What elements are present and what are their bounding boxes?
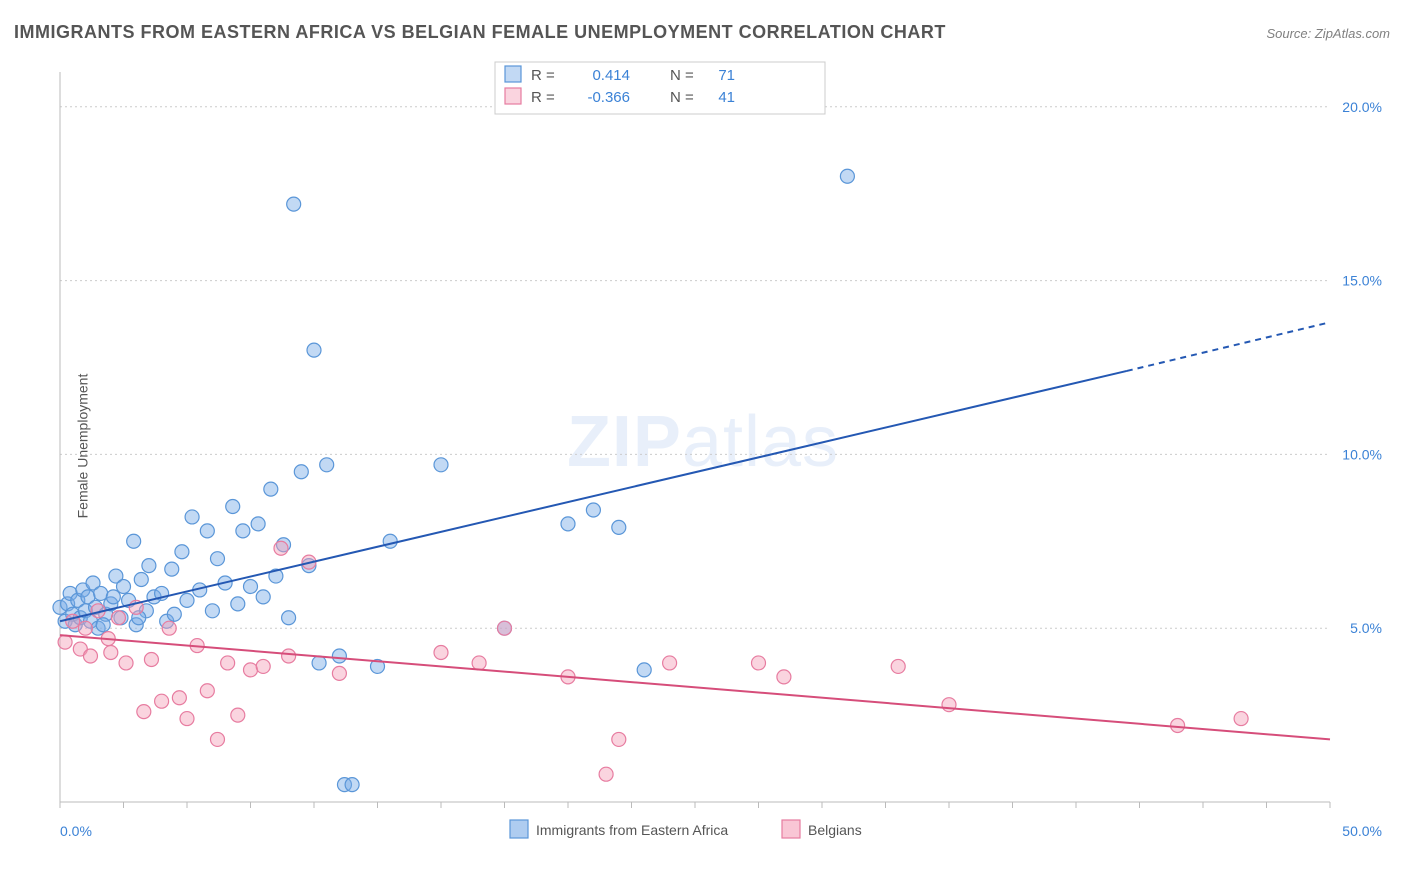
data-point — [1234, 712, 1248, 726]
y-tick-label: 20.0% — [1342, 99, 1382, 115]
legend-n-value: 41 — [718, 89, 735, 106]
data-point — [282, 611, 296, 625]
y-tick-label: 15.0% — [1342, 273, 1382, 289]
data-point — [226, 500, 240, 514]
data-point — [434, 458, 448, 472]
data-point — [111, 611, 125, 625]
data-point — [244, 663, 258, 677]
data-point — [274, 541, 288, 555]
data-point — [777, 670, 791, 684]
data-point — [94, 586, 108, 600]
y-tick-label: 10.0% — [1342, 446, 1382, 462]
data-point — [332, 649, 346, 663]
data-point — [345, 778, 359, 792]
bottom-legend-label: Belgians — [808, 822, 862, 838]
data-point — [200, 684, 214, 698]
trend-line — [60, 635, 1330, 739]
legend-r-value: 0.414 — [592, 67, 630, 84]
data-point — [320, 458, 334, 472]
legend-n-value: 71 — [718, 67, 735, 84]
data-point — [96, 618, 110, 632]
data-point — [185, 510, 199, 524]
data-point — [256, 590, 270, 604]
legend-swatch — [505, 66, 521, 82]
data-point — [180, 593, 194, 607]
data-point — [106, 590, 120, 604]
data-point — [167, 607, 181, 621]
data-point — [612, 520, 626, 534]
scatter-plot: 5.0% 10.0% 15.0% 20.0% 0.0% 50.0% R = 0.414 N = 7… — [50, 62, 1390, 842]
data-point — [312, 656, 326, 670]
trend-line-extrapolated — [1127, 322, 1330, 371]
data-point — [83, 649, 97, 663]
data-point — [155, 694, 169, 708]
source-attribution: Source: ZipAtlas.com — [1266, 26, 1390, 41]
data-point — [78, 621, 92, 635]
chart-svg: 5.0% 10.0% 15.0% 20.0% 0.0% 50.0% R = 0.414 N = 7… — [50, 62, 1390, 842]
data-point — [840, 169, 854, 183]
y-tick-label: 5.0% — [1350, 620, 1382, 636]
data-point — [434, 646, 448, 660]
bottom-legend-label: Immigrants from Eastern Africa — [536, 822, 728, 838]
x-end-label: 50.0% — [1342, 823, 1382, 839]
x-start-label: 0.0% — [60, 823, 92, 839]
legend-r-label: R = — [531, 67, 555, 84]
data-point — [117, 579, 131, 593]
data-point — [175, 545, 189, 559]
data-point — [137, 705, 151, 719]
data-point — [663, 656, 677, 670]
data-point — [612, 732, 626, 746]
data-point — [162, 621, 176, 635]
chart-title: IMMIGRANTS FROM EASTERN AFRICA VS BELGIA… — [14, 22, 946, 43]
data-point — [637, 663, 651, 677]
legend-n-label: N = — [670, 89, 694, 106]
trend-line — [60, 371, 1127, 621]
data-point — [891, 659, 905, 673]
legend-swatch — [505, 88, 521, 104]
data-point — [599, 767, 613, 781]
legend-r-value: -0.366 — [587, 89, 630, 106]
data-point — [231, 597, 245, 611]
bottom-legend-swatch — [510, 820, 528, 838]
data-point — [210, 552, 224, 566]
data-point — [942, 698, 956, 712]
data-point — [472, 656, 486, 670]
data-point — [287, 197, 301, 211]
data-point — [244, 579, 258, 593]
legend-r-label: R = — [531, 89, 555, 106]
data-point — [498, 621, 512, 635]
data-point — [752, 656, 766, 670]
data-point — [256, 659, 270, 673]
data-point — [104, 646, 118, 660]
data-point — [231, 708, 245, 722]
data-point — [586, 503, 600, 517]
data-point — [200, 524, 214, 538]
bottom-legend-swatch — [782, 820, 800, 838]
data-point — [134, 573, 148, 587]
data-point — [221, 656, 235, 670]
data-point — [165, 562, 179, 576]
data-point — [210, 732, 224, 746]
data-point — [119, 656, 133, 670]
data-point — [144, 652, 158, 666]
data-point — [172, 691, 186, 705]
data-point — [205, 604, 219, 618]
data-point — [561, 517, 575, 531]
data-point — [127, 534, 141, 548]
data-point — [180, 712, 194, 726]
data-point — [383, 534, 397, 548]
data-point — [282, 649, 296, 663]
data-point — [251, 517, 265, 531]
data-point — [307, 343, 321, 357]
data-point — [294, 465, 308, 479]
data-point — [264, 482, 278, 496]
data-point — [332, 666, 346, 680]
data-point — [236, 524, 250, 538]
data-point — [142, 559, 156, 573]
legend-n-label: N = — [670, 67, 694, 84]
data-point — [58, 635, 72, 649]
